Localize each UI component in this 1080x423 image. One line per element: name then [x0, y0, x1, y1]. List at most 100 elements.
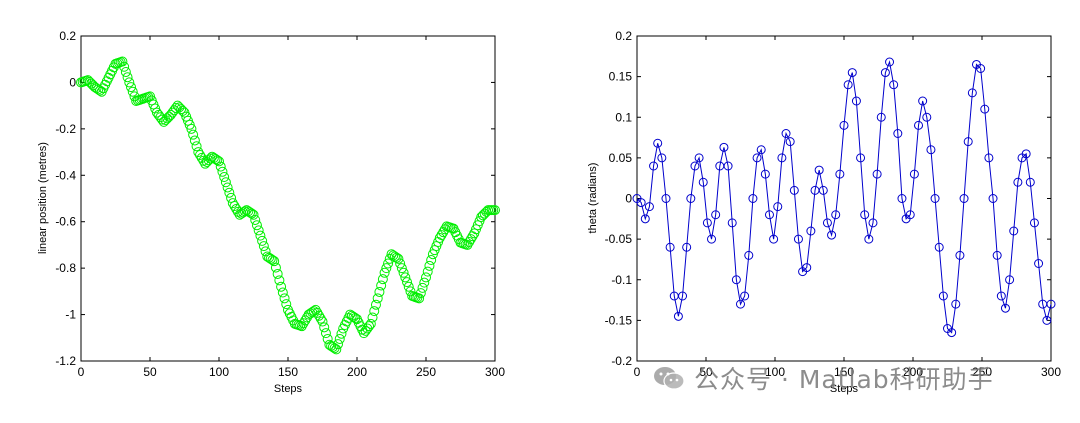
data-point-interp	[367, 312, 378, 323]
x-tick-label: 150	[278, 365, 298, 379]
data-point	[636, 198, 646, 208]
y-tick-label: -1	[65, 308, 76, 322]
data-point	[296, 321, 307, 332]
data-point-interp	[195, 149, 206, 160]
data-point	[781, 129, 791, 138]
data-point-interp	[122, 72, 133, 83]
data-point	[876, 112, 886, 122]
data-point-interp	[415, 288, 426, 299]
chart-right: 0 50 100 150 200 250 300 0.2 0.15 0.1 0.05 0 -0.05 -…	[587, 29, 1061, 395]
data-point	[769, 234, 779, 244]
wechat-icon	[654, 367, 685, 390]
data-point-interp	[417, 282, 428, 293]
data-point-interp	[170, 102, 181, 113]
data-point-interp	[312, 307, 323, 318]
data-point-interp	[215, 161, 226, 172]
data-point-interp	[84, 76, 95, 87]
data-point	[760, 169, 770, 179]
data-point	[661, 194, 671, 203]
data-point-interp	[395, 258, 406, 269]
data-point	[379, 267, 390, 278]
data-point	[1029, 218, 1039, 228]
data-point-interp	[398, 267, 409, 278]
data-point	[476, 212, 487, 223]
data-point	[248, 209, 259, 220]
data-point	[764, 210, 774, 220]
data-point-interp	[157, 114, 168, 125]
data-point-interp	[377, 274, 388, 285]
data-point	[822, 218, 832, 228]
data-point	[984, 153, 994, 163]
data-point-interp	[257, 235, 268, 246]
data-point	[880, 68, 890, 78]
data-point-interp	[319, 322, 330, 333]
plot-area	[80, 35, 496, 362]
data-point	[686, 194, 696, 203]
data-point	[992, 250, 1002, 260]
data-point	[698, 177, 708, 187]
data-point-interp	[188, 129, 199, 140]
data-point-interp	[226, 192, 237, 203]
data-point-interp	[477, 210, 488, 221]
data-point	[345, 309, 356, 320]
data-point	[421, 272, 431, 283]
y-tick-label: -0.2	[611, 354, 632, 368]
data-point-interp	[277, 287, 288, 298]
data-point	[365, 318, 376, 329]
data-point-interp	[376, 280, 387, 291]
data-point	[955, 250, 965, 260]
data-point	[930, 194, 940, 203]
y-tick-label: -0.15	[605, 313, 633, 327]
data-point	[727, 218, 737, 228]
data-point	[843, 80, 853, 90]
data-point-interp	[120, 66, 131, 77]
data-point	[918, 96, 928, 106]
data-point	[719, 142, 729, 152]
data-point-interp	[239, 206, 250, 217]
data-point-interp	[208, 152, 219, 163]
data-point	[959, 194, 969, 203]
data-point-interp	[383, 258, 394, 269]
data-point-interp	[402, 277, 413, 288]
x-tick-label: 300	[1041, 365, 1061, 379]
data-point	[462, 239, 473, 250]
data-point-interp	[327, 342, 338, 353]
data-point	[400, 272, 411, 283]
x-tick-labels: 0 50 100 150 200 250 300	[634, 36, 1061, 379]
data-point	[996, 291, 1006, 301]
data-point-interp	[127, 86, 138, 97]
data-point-interp	[422, 266, 433, 277]
y-tick-label: 0.1	[615, 110, 632, 124]
data-point	[678, 291, 688, 301]
y-tick-labels: 0.2 0.15 0.1 0.05 0 -0.05 -0.1 -0.15 -0.2	[605, 29, 1051, 368]
data-point	[214, 156, 224, 167]
data-point	[241, 205, 252, 216]
data-point-interp	[126, 82, 137, 93]
data-point-interp	[177, 105, 188, 116]
data-point	[736, 299, 745, 309]
data-point	[980, 104, 990, 114]
data-point-interp	[91, 83, 102, 94]
data-point-interp	[346, 310, 357, 321]
data-point	[976, 64, 986, 73]
data-point	[893, 129, 903, 138]
data-point	[644, 202, 654, 212]
data-point-interp	[93, 84, 104, 95]
data-point	[905, 210, 915, 220]
data-point-interp	[381, 263, 392, 274]
x-tick-label: 250	[416, 365, 436, 379]
data-point	[310, 304, 321, 315]
data-point-interp	[389, 251, 400, 262]
data-point-interp	[272, 268, 283, 279]
y-tick-label: -0.05	[605, 232, 633, 246]
data-point	[640, 214, 650, 224]
x-tick-label: 0	[78, 365, 85, 379]
data-point	[255, 230, 266, 241]
data-point	[434, 232, 445, 243]
x-axis-label: Steps	[274, 383, 303, 395]
data-point-interp	[246, 208, 257, 219]
data-point-interp	[388, 250, 399, 261]
x-tick-label: 200	[903, 365, 923, 379]
data-point-interp	[334, 333, 345, 344]
data-point-interp	[279, 293, 290, 304]
